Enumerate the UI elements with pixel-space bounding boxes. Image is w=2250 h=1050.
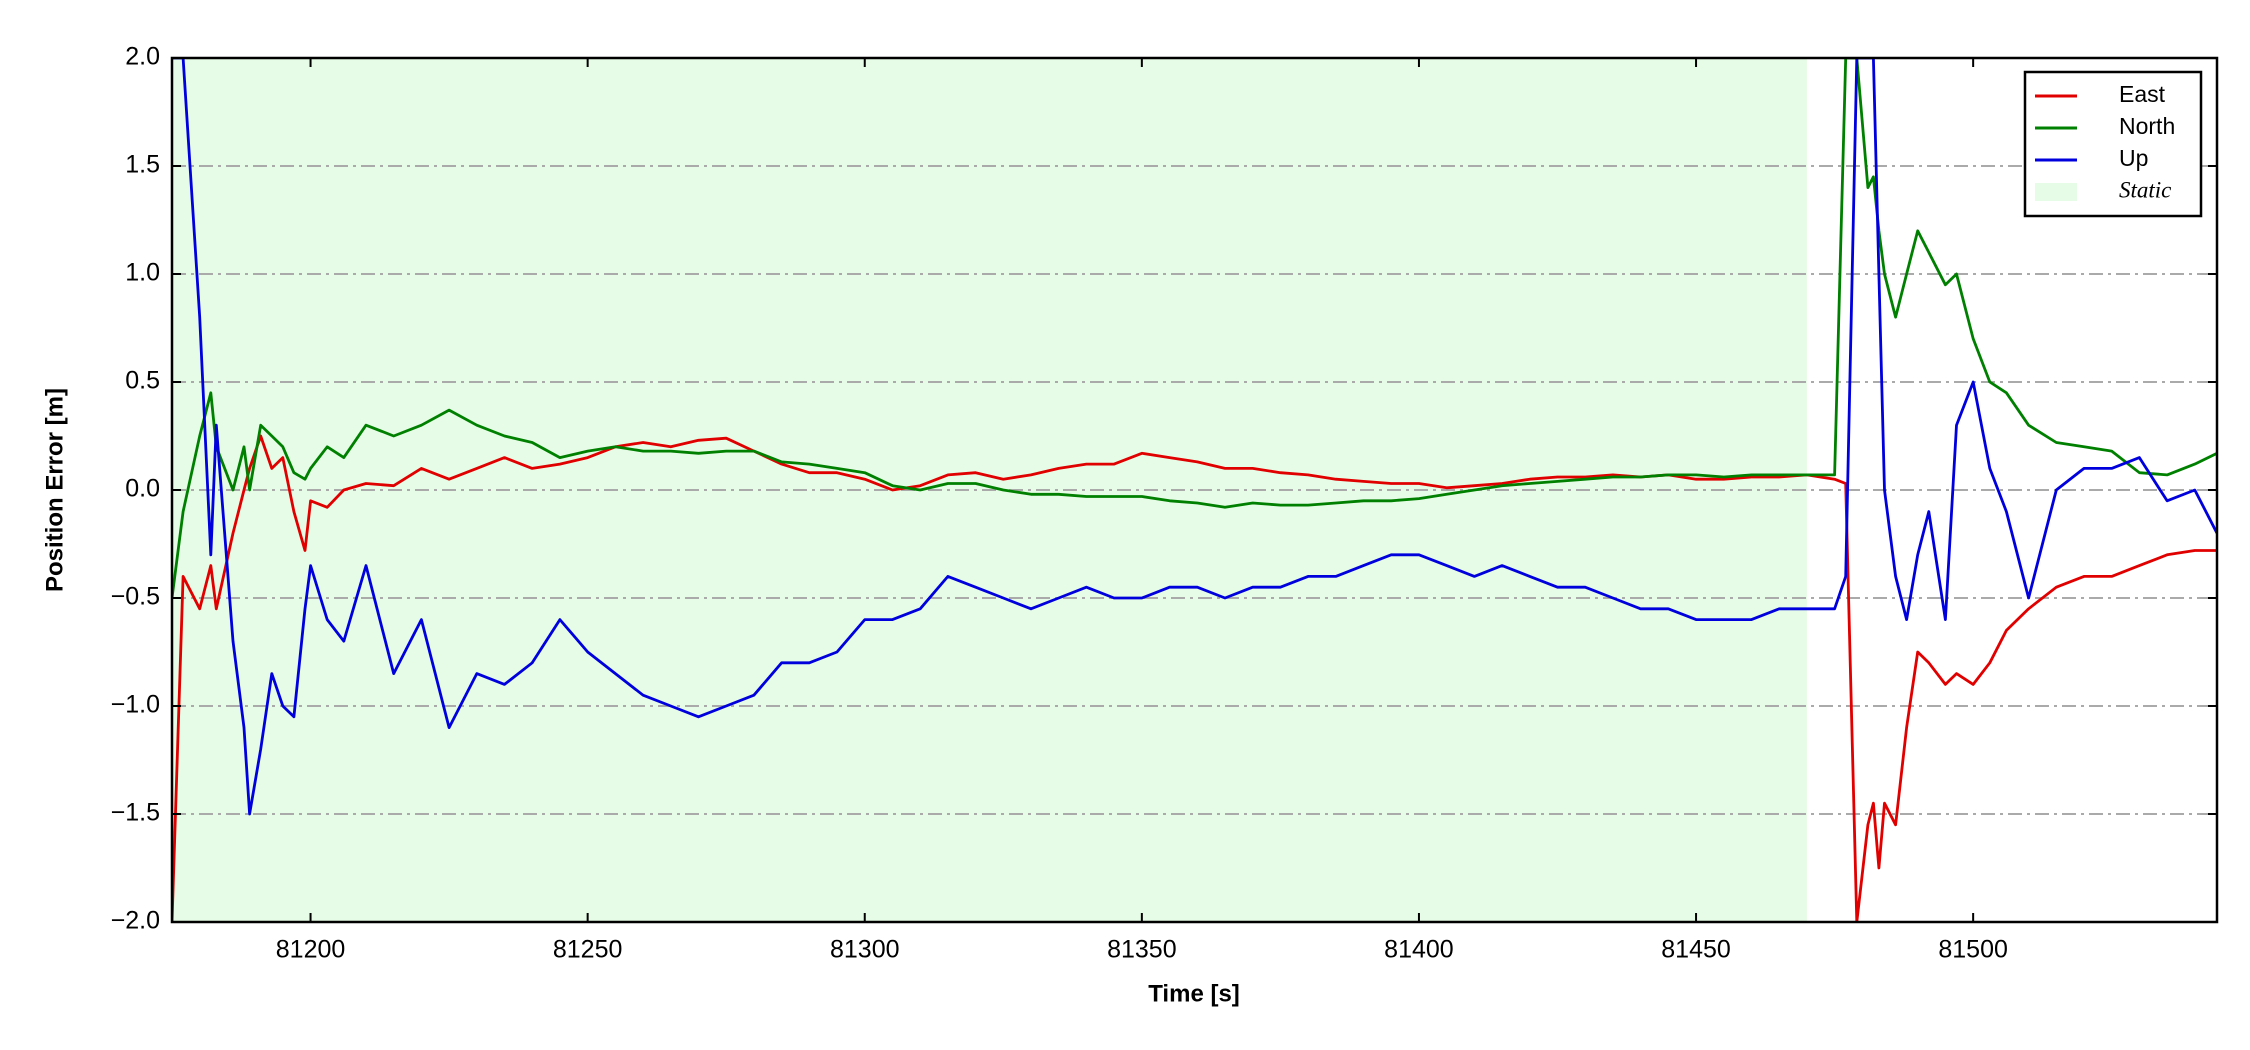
- x-tick-label: 81400: [1384, 936, 1454, 964]
- y-tick-label: 1.0: [125, 259, 160, 287]
- series-line: [172, 434, 2217, 922]
- y-tick-label: −0.5: [111, 583, 160, 611]
- y-tick-label: 1.5: [125, 151, 160, 179]
- x-tick-label: 81200: [276, 936, 346, 964]
- legend-label: Static: [2119, 177, 2171, 202]
- legend-label: North: [2119, 113, 2175, 139]
- y-tick-label: −2.0: [111, 907, 160, 935]
- lines-layer: [172, 58, 2217, 922]
- x-axis-label: Time [s]: [1148, 980, 1240, 1007]
- ticks-layer: −2.0 −1.5 −1.0 −0.5 0.0 0.5 1.0 1.5 2.0 81200 8125…: [111, 43, 2217, 964]
- legend-label: Up: [2119, 145, 2148, 171]
- y-tick-label: −1.5: [111, 799, 160, 827]
- x-tick-label: 81450: [1661, 936, 1731, 964]
- y-tick-label: 2.0: [125, 43, 160, 71]
- legend-swatch: [2035, 183, 2077, 201]
- x-tick-label: 81500: [1938, 936, 2008, 964]
- y-tick-label: −1.0: [111, 691, 160, 719]
- series-line: [172, 58, 2217, 599]
- x-tick-label: 81300: [830, 936, 900, 964]
- legend-label: East: [2119, 81, 2166, 107]
- y-axis-label: Position Error [m]: [41, 388, 68, 592]
- series-line: [172, 58, 2217, 816]
- y-tick-label: 0.5: [125, 367, 160, 395]
- legend: East North Up Static: [2023, 70, 2203, 218]
- y-tick-label: 0.0: [125, 475, 160, 503]
- x-tick-label: 81250: [553, 936, 623, 964]
- x-tick-label: 81350: [1107, 936, 1177, 964]
